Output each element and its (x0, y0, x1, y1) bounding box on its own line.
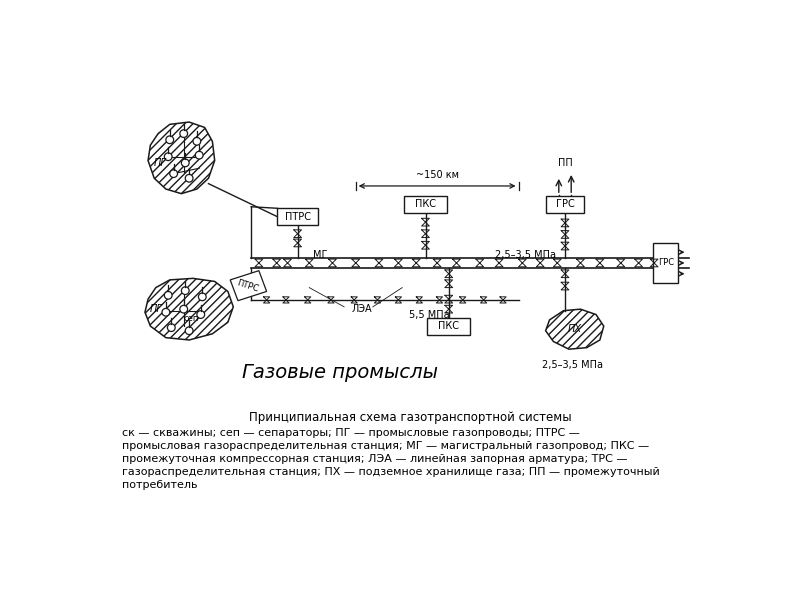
Polygon shape (546, 309, 604, 349)
Bar (404, 196, 447, 213)
Text: ПГ: ПГ (150, 304, 162, 314)
Bar (427, 317, 470, 335)
Circle shape (198, 293, 206, 301)
Text: 2,5–3,5 МПа: 2,5–3,5 МПа (495, 250, 556, 260)
Text: промысловая газораспределительная станция; МГ — магистральный газопровод; ПКС —: промысловая газораспределительная станци… (122, 441, 649, 451)
Text: ПТРС: ПТРС (285, 212, 310, 222)
Circle shape (180, 305, 187, 313)
Text: ГРС: ГРС (658, 259, 674, 268)
Text: ГРС: ГРС (556, 199, 574, 209)
Bar (278, 208, 318, 225)
Text: Газовые промыслы: Газовые промыслы (242, 363, 438, 382)
Circle shape (164, 292, 172, 299)
Text: ~150 км: ~150 км (416, 170, 458, 180)
Circle shape (186, 327, 193, 335)
Text: ЛЭА: ЛЭА (352, 304, 372, 314)
Circle shape (166, 136, 174, 143)
Circle shape (182, 159, 189, 167)
Text: Принципиальная схема газотранспортной системы: Принципиальная схема газотранспортной си… (249, 411, 571, 424)
Circle shape (170, 170, 178, 178)
Circle shape (180, 130, 187, 137)
Text: ПТРС: ПТРС (236, 278, 260, 294)
Text: газораспределительная станция; ПХ — подземное хранилище газа; ПП — промежуточный: газораспределительная станция; ПХ — подз… (122, 467, 659, 477)
Circle shape (193, 137, 201, 145)
Circle shape (167, 324, 175, 331)
Polygon shape (145, 278, 234, 340)
Bar (546, 196, 584, 213)
Bar (654, 243, 678, 283)
Circle shape (197, 311, 205, 319)
Text: 2,5–3,5 МПа: 2,5–3,5 МПа (542, 359, 602, 370)
Text: промежуточная компрессорная станция; ЛЭА — линейная запорная арматура; ТРС —: промежуточная компрессорная станция; ЛЭА… (122, 454, 627, 464)
Polygon shape (230, 271, 266, 301)
Text: ск — скважины; сеп — сепараторы; ПГ — промысловые газопроводы; ПТРС —: ск — скважины; сеп — сепараторы; ПГ — пр… (122, 428, 579, 438)
Circle shape (195, 151, 203, 159)
Circle shape (162, 308, 170, 316)
Text: ПКС: ПКС (415, 199, 436, 209)
Text: МГ: МГ (313, 250, 328, 260)
Text: сеп: сеп (184, 314, 199, 323)
Text: ПГ: ПГ (154, 158, 167, 168)
Text: потребитель: потребитель (122, 480, 197, 490)
Circle shape (182, 287, 189, 295)
Text: ПХ: ПХ (568, 324, 582, 334)
Text: 5,5 МПа: 5,5 МПа (409, 310, 450, 320)
Circle shape (164, 153, 172, 161)
Polygon shape (148, 122, 214, 194)
Text: ПКС: ПКС (438, 321, 459, 331)
Text: ПП: ПП (558, 158, 572, 168)
Circle shape (186, 175, 193, 182)
